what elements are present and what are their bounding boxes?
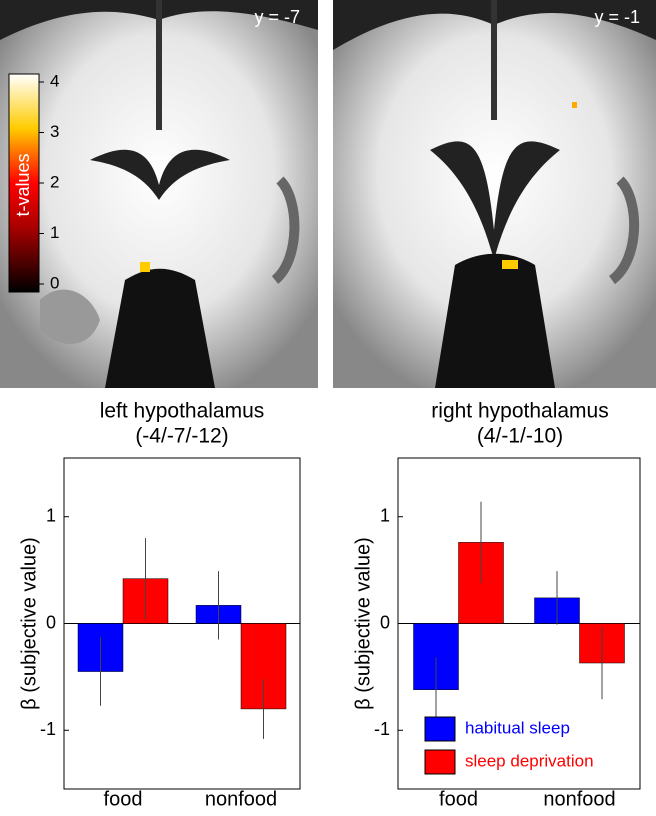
y-axis-label: β (subjective value) <box>18 537 40 710</box>
y-axis-label: β (subjective value) <box>352 537 374 710</box>
colorbar-tick-label: 2 <box>50 172 59 191</box>
legend-swatch <box>424 749 456 775</box>
x-tick-label: food <box>104 788 143 810</box>
brain-slice <box>0 0 318 388</box>
y-tick-label: 0 <box>380 612 390 632</box>
x-tick-label: nonfood <box>543 788 615 810</box>
legend-label: habitual sleep <box>465 718 570 737</box>
colorbar-tick-label: 4 <box>50 71 59 90</box>
slice-label: y = -7 <box>254 7 300 27</box>
y-tick-label: 1 <box>46 505 56 525</box>
x-tick-label: food <box>439 788 478 810</box>
y-tick-label: -1 <box>40 719 56 739</box>
slice-label: y = -1 <box>594 7 640 27</box>
legend-label: sleep deprivation <box>465 751 594 770</box>
chart-subtitle: (4/-1/-10) <box>477 425 563 448</box>
x-tick-label: nonfood <box>205 788 277 810</box>
y-tick-label: 1 <box>380 505 390 525</box>
colorbar <box>8 73 40 293</box>
colorbar-tick-label: 3 <box>50 122 59 141</box>
chart-title: right hypothalamus <box>431 400 608 423</box>
colorbar-tick-label: 0 <box>50 273 59 292</box>
colorbar-label: t-values <box>13 153 33 216</box>
y-tick-label: -1 <box>374 719 390 739</box>
chart-subtitle: (-4/-7/-12) <box>135 425 228 448</box>
legend-swatch <box>424 716 456 742</box>
colorbar-tick-label: 1 <box>50 223 59 242</box>
y-tick-label: 0 <box>46 612 56 632</box>
brain-slice <box>333 0 656 388</box>
chart-title: left hypothalamus <box>100 400 265 423</box>
